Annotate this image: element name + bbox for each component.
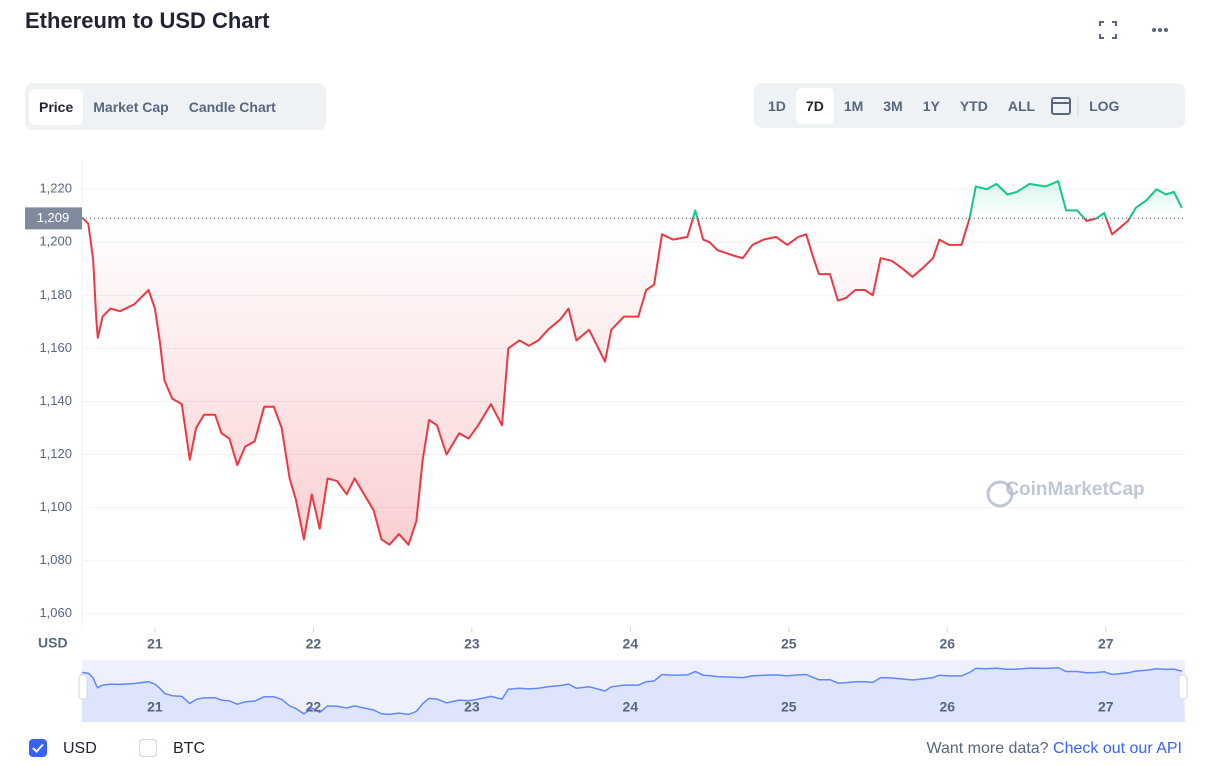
tab[interactable]: Price bbox=[29, 88, 84, 125]
checkbox-label: BTC bbox=[173, 740, 205, 757]
navigator-area bbox=[82, 667, 1185, 722]
tab-group: Price Market Cap Candle Chart bbox=[25, 83, 326, 130]
navigator-line bbox=[81, 666, 1182, 716]
y-tick-label: 1,080 bbox=[39, 552, 72, 567]
watermark-logo bbox=[986, 480, 1014, 508]
range[interactable]: 1D bbox=[768, 97, 786, 114]
navigator-tick-label: 23 bbox=[464, 699, 480, 715]
footer-text: Want more data? bbox=[926, 740, 1049, 757]
top-icons bbox=[1099, 21, 1168, 39]
y-tick-label: 1,120 bbox=[39, 446, 72, 461]
y-tick-label: 1,060 bbox=[39, 605, 72, 620]
range-group: 1D 7D 1M 3M 1Y YTD ALL LOG bbox=[754, 83, 1185, 128]
y-tick-label: 1,100 bbox=[39, 499, 72, 514]
tab[interactable]: Market Cap bbox=[93, 98, 169, 115]
checkbox[interactable] bbox=[29, 739, 47, 757]
navigator-handle[interactable] bbox=[1178, 674, 1188, 700]
checkbox[interactable] bbox=[139, 739, 157, 757]
title: Ethereum to USD Chart bbox=[25, 8, 270, 33]
range[interactable]: 1M bbox=[843, 97, 864, 114]
range[interactable]: 3M bbox=[883, 97, 903, 114]
x-tick-label: 25 bbox=[781, 636, 797, 652]
x-tick-label: 24 bbox=[623, 636, 639, 652]
navigator-tick-label: 26 bbox=[939, 699, 955, 715]
checkbox-label: USD bbox=[63, 740, 97, 757]
y-tick-label: 1,180 bbox=[39, 287, 72, 302]
navigator-tick-label: 25 bbox=[781, 699, 797, 715]
x-tick-label: 21 bbox=[147, 636, 163, 652]
x-tick-label: 22 bbox=[306, 636, 322, 652]
navigator-handle[interactable] bbox=[78, 674, 88, 700]
navigator-tick-label: 21 bbox=[147, 699, 163, 715]
range[interactable]: 1Y bbox=[922, 97, 940, 114]
x-tick-label: 23 bbox=[464, 636, 480, 652]
range[interactable]: 7D bbox=[795, 87, 834, 124]
y-tick-label: 1,140 bbox=[39, 393, 72, 408]
calendar-icon[interactable] bbox=[1045, 95, 1079, 117]
tab[interactable]: Candle Chart bbox=[188, 98, 276, 115]
fullscreen-icon[interactable] bbox=[1099, 21, 1117, 39]
y-tick-label: 1,220 bbox=[39, 181, 72, 196]
chart: CoinMarketCap USD 1,060 1,080 1,100 1,120 1,… bbox=[25, 160, 1188, 722]
price-line bbox=[81, 180, 1183, 546]
api-link[interactable]: Check out our API bbox=[1053, 740, 1182, 757]
log-toggle[interactable]: LOG bbox=[1089, 97, 1120, 114]
footer: Want more data? Check out our API bbox=[926, 740, 1182, 758]
navigator-tick-label: 22 bbox=[306, 699, 322, 715]
y-tick-label: 1,200 bbox=[39, 234, 72, 249]
price-badge-label: 1,209 bbox=[37, 210, 70, 225]
range[interactable]: YTD bbox=[959, 97, 988, 114]
range[interactable]: ALL bbox=[1007, 97, 1036, 114]
price-badge bbox=[25, 207, 82, 230]
watermark: CoinMarketCap bbox=[1005, 479, 1144, 500]
more-icon[interactable] bbox=[1152, 28, 1168, 32]
navigator-tick-label: 27 bbox=[1098, 699, 1114, 715]
y-axis-label: USD bbox=[38, 635, 68, 651]
y-tick-label: 1,160 bbox=[39, 340, 72, 355]
x-tick-label: 26 bbox=[939, 636, 955, 652]
navigator-tick-label: 24 bbox=[623, 699, 639, 715]
x-tick-label: 27 bbox=[1098, 636, 1114, 652]
